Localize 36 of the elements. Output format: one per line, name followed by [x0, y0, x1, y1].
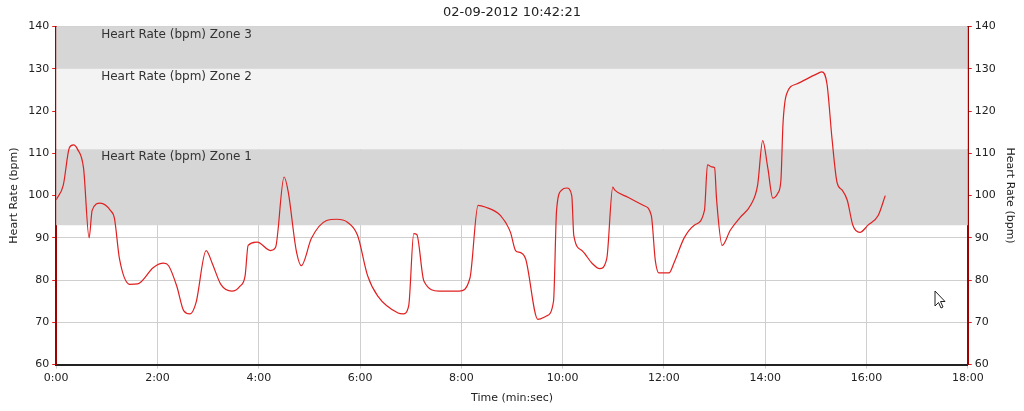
y2-tick-label: 70: [974, 315, 989, 329]
y2-tick-label: 90: [974, 230, 989, 244]
x-tick-label: 6:00: [347, 371, 373, 385]
x-tick-label: 10:00: [546, 371, 579, 385]
y-tick-label: 120: [28, 103, 50, 117]
x-tick-label: 16:00: [850, 371, 883, 385]
x-tick-label: 4:00: [246, 371, 272, 385]
chart-title: 02-09-2012 10:42:21: [442, 4, 582, 20]
y-tick-label: 90: [35, 230, 50, 244]
y2-tick-label: 130: [974, 61, 996, 75]
y-tick-label: 140: [28, 19, 50, 33]
y2-axis-title: Heart Rate (bpm): [1003, 147, 1017, 244]
y2-tick-label: 140: [974, 19, 996, 33]
y2-tick-label: 60: [974, 357, 989, 371]
y-axis-title: Heart Rate (bpm): [7, 147, 21, 244]
line-series: [56, 71, 886, 320]
y-tick-label: 130: [28, 61, 50, 75]
band-label: Heart Rate (bpm) Zone 1: [101, 149, 252, 164]
y-tick-label: 100: [28, 188, 50, 202]
x-axis-title: Time (min:sec): [470, 391, 553, 405]
x-tick-label: 0:00: [43, 371, 69, 385]
x-tick-label: 18:00: [951, 371, 984, 385]
x-tick-label: 2:00: [145, 371, 170, 385]
y-tick-label: 110: [28, 146, 50, 160]
band-label: Heart Rate (bpm) Zone 3: [101, 26, 252, 41]
x-tick-label: 14:00: [749, 371, 782, 385]
x-tick-label: 8:00: [449, 371, 474, 385]
y2-tick-label: 80: [974, 272, 989, 286]
y2-tick-label: 120: [974, 103, 996, 117]
y-tick-label: 60: [35, 357, 50, 371]
band-label: Heart Rate (bpm) Zone 2: [101, 68, 252, 83]
y-tick-label: 70: [35, 315, 50, 329]
y2-tick-label: 110: [974, 146, 996, 160]
y-tick-label: 80: [35, 272, 50, 286]
x-tick-label: 12:00: [648, 371, 680, 385]
y2-tick-label: 100: [974, 188, 996, 202]
